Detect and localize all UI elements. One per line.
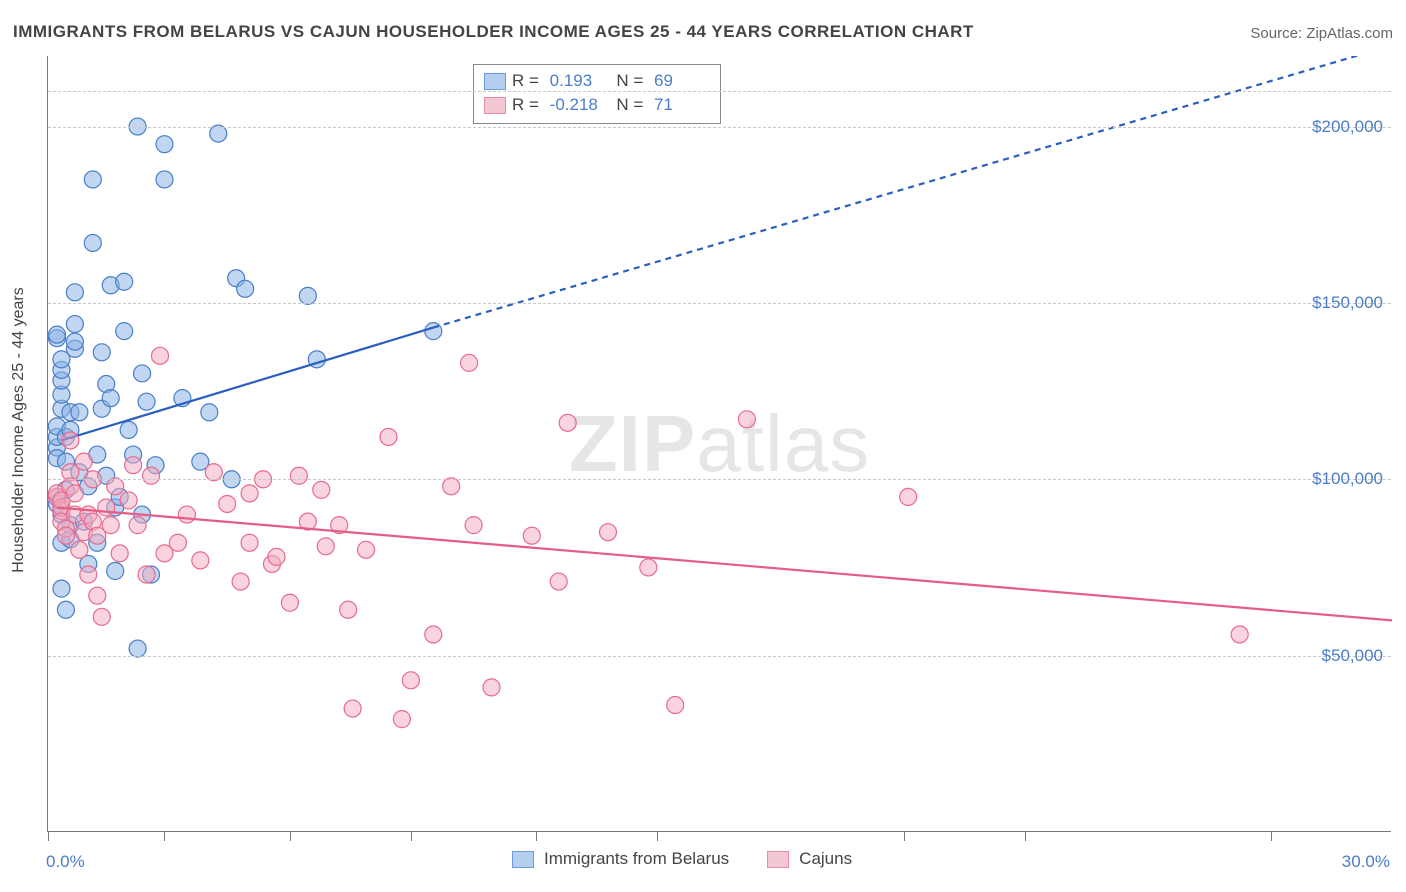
x-axis-label-max: 30.0% — [1342, 852, 1390, 872]
legend-n-label: N = — [612, 69, 648, 93]
legend-r-label: R = — [512, 93, 544, 117]
chart-title: IMMIGRANTS FROM BELARUS VS CAJUN HOUSEHO… — [13, 22, 974, 42]
chart-svg — [48, 56, 1392, 832]
y-tick-label: $150,000 — [1312, 293, 1383, 313]
legend-row-series-2: R = -0.218 N = 71 — [484, 93, 710, 117]
legend-r-value-2: -0.218 — [550, 93, 606, 117]
legend-n-value-2: 71 — [654, 93, 710, 117]
legend-n-label: N = — [612, 93, 648, 117]
legend-n-value-1: 69 — [654, 69, 710, 93]
legend-r-value-1: 0.193 — [550, 69, 606, 93]
legend-row-series-1: R = 0.193 N = 69 — [484, 69, 710, 93]
legend-swatch-1 — [484, 73, 506, 90]
series-swatch-1 — [512, 851, 534, 868]
legend-swatch-2 — [484, 97, 506, 114]
chart-plot-area: ZIPatlas R = 0.193 N = 69 R = -0.218 N =… — [47, 56, 1391, 832]
x-axis-label-min: 0.0% — [46, 852, 85, 872]
source-value: ZipAtlas.com — [1306, 25, 1393, 42]
source-attribution: Source: ZipAtlas.com — [1250, 25, 1393, 42]
series-legend: Immigrants from Belarus Cajuns — [512, 849, 852, 869]
correlation-legend: R = 0.193 N = 69 R = -0.218 N = 71 — [473, 64, 721, 124]
series-swatch-2 — [767, 851, 789, 868]
source-label: Source: — [1250, 25, 1306, 42]
series-name-2: Cajuns — [799, 849, 852, 869]
y-tick-label: $50,000 — [1322, 646, 1383, 666]
y-tick-label: $100,000 — [1312, 469, 1383, 489]
y-tick-label: $200,000 — [1312, 117, 1383, 137]
y-axis-title: Householder Income Ages 25 - 44 years — [10, 287, 28, 573]
legend-r-label: R = — [512, 69, 544, 93]
series-name-1: Immigrants from Belarus — [544, 849, 729, 869]
